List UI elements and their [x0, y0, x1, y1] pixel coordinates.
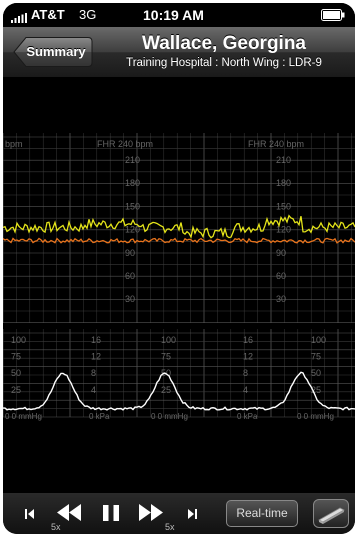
- toco-tick-label: 8: [243, 368, 248, 378]
- fhr-scale-label: FHR 240 bpm: [97, 139, 153, 149]
- toco-tick-label: 75: [161, 352, 171, 362]
- toco-tick-label: 100: [11, 335, 26, 345]
- toco-tick-label: 8: [91, 368, 96, 378]
- signal-bars-icon: [11, 11, 29, 26]
- fhr-tick-label: 60: [276, 271, 286, 281]
- skip-forward-icon[interactable]: [187, 507, 197, 525]
- skip-back-icon[interactable]: [25, 507, 35, 525]
- back-button-shape: [13, 37, 93, 67]
- fhr-tick-label: 30: [276, 294, 286, 304]
- battery-icon: [321, 9, 345, 24]
- fhr-scale-label: FHR 240 bpm: [248, 139, 304, 149]
- paper-icon[interactable]: [313, 499, 349, 528]
- toco-tick-label: 12: [243, 352, 253, 362]
- toco-tick-label: 4: [91, 385, 96, 395]
- playback-toolbar: 5x 5x Real-time: [3, 493, 355, 534]
- toco-footer-label: 0 kPa: [89, 412, 110, 421]
- carrier-label: AT&T: [31, 7, 65, 22]
- toco-tick-label: 16: [243, 335, 253, 345]
- fhr-tick-label: 120: [125, 225, 140, 235]
- toco-tick-label: 50: [11, 368, 21, 378]
- fhr-scale-label-left: bpm: [5, 139, 23, 149]
- toco-tick-label: 50: [311, 368, 321, 378]
- phone-screen: AT&T 3G 10:19 AM: [3, 3, 355, 534]
- toco-tick-label: 12: [91, 352, 101, 362]
- fhr-tick-label: 150: [276, 201, 291, 211]
- patient-name: Wallace, Georgina: [141, 33, 306, 54]
- fhr-tick-label: 120: [276, 225, 291, 235]
- toco-tick-label: 75: [11, 352, 21, 362]
- fhr-tick-label: 150: [125, 201, 140, 211]
- patient-location: Training Hospital : North Wing : LDR-9: [126, 57, 322, 69]
- toco-tick-label: 25: [311, 385, 321, 395]
- fhr-tick-label: 180: [125, 178, 140, 188]
- rewind-icon[interactable]: [57, 504, 81, 526]
- toco-tick-label: 16: [91, 335, 101, 345]
- fhr-tick-label: 30: [125, 294, 135, 304]
- fetal-monitor-strip[interactable]: FHR 240 bpm 210 180 150 120 90 60 30 FHR 240 bpm…: [3, 133, 355, 425]
- realtime-button[interactable]: Real-time: [226, 500, 298, 527]
- fhr2-trace: [3, 237, 355, 244]
- pause-icon[interactable]: [103, 505, 119, 526]
- rewind-speed: 5x: [51, 522, 61, 532]
- strip-chart: FHR 240 bpm 210 180 150 120 90 60 30 FHR 240 bpm…: [3, 133, 355, 421]
- fhr-tick-label: 60: [125, 271, 135, 281]
- summary-back-button[interactable]: Summary: [13, 36, 93, 68]
- fhr-tick-label: 90: [125, 248, 135, 258]
- toco-tick-label: 100: [311, 335, 326, 345]
- toco-tick-label: 4: [243, 385, 248, 395]
- toco-tick-label: 25: [11, 385, 21, 395]
- toco-tick-label: 75: [311, 352, 321, 362]
- fhr-tick-label: 210: [125, 155, 140, 165]
- toco-footer-label: 0 0 mmHg: [5, 412, 42, 421]
- toco-tick-label: 25: [161, 385, 171, 395]
- fhr-tick-label: 180: [276, 178, 291, 188]
- back-button-label: Summary: [26, 44, 86, 59]
- fast-forward-icon[interactable]: [139, 504, 163, 526]
- fhr1-trace: [3, 214, 355, 239]
- toco-trace: [3, 371, 355, 411]
- toco-footer-label: 0 kPa: [237, 412, 258, 421]
- toco-tick-label: 100: [161, 335, 176, 345]
- fhr-tick-label: 90: [276, 248, 286, 258]
- status-bar: AT&T 3G 10:19 AM: [3, 3, 355, 27]
- navigation-bar: Summary Wallace, Georgina Training Hospi…: [3, 27, 355, 78]
- fhr-tick-label: 210: [276, 155, 291, 165]
- network-type: 3G: [79, 7, 97, 22]
- toco-footer-label: 0 0 mmHg: [151, 412, 188, 421]
- toco-footer-label: 0 0 mmHg: [297, 412, 334, 421]
- clock: 10:19 AM: [143, 7, 204, 23]
- forward-speed: 5x: [165, 522, 175, 532]
